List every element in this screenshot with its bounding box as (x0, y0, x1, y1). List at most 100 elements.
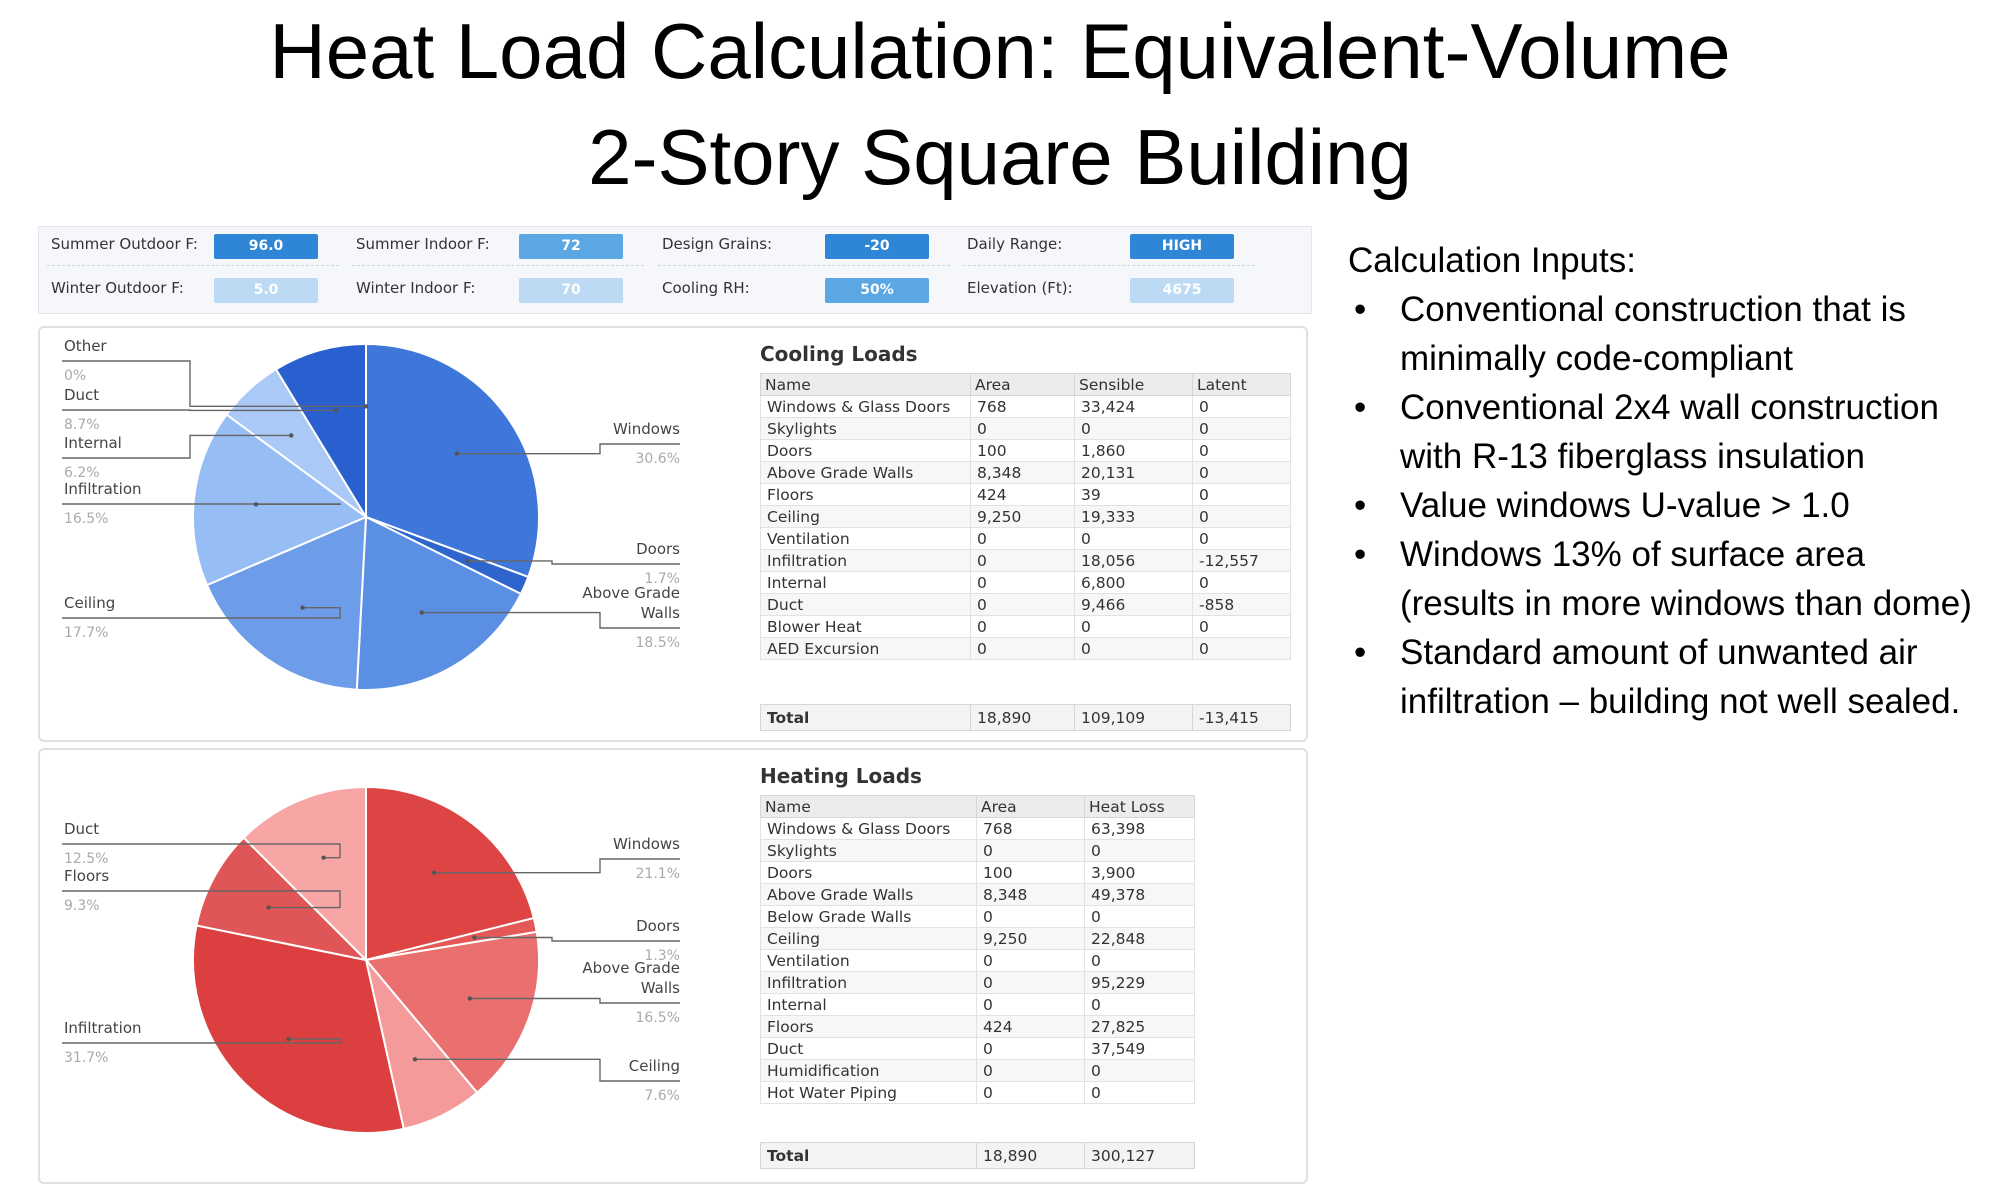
table-row: Internal 0 6,800 0 (760, 571, 1291, 594)
param-winter-indoor-f: Winter Indoor F: 70 (344, 273, 644, 309)
table-cell: Infiltration (760, 971, 977, 994)
table-cell: 0 (970, 549, 1075, 572)
param-value[interactable]: 4675 (1130, 278, 1234, 303)
pie-leader-line (62, 607, 341, 619)
table-row: Infiltration 0 95,229 (760, 971, 1195, 994)
param-value[interactable]: -20 (825, 234, 929, 259)
param-winter-outdoor-f: Winter Outdoor F: 5.0 (39, 273, 339, 309)
bullet-icon: • (1354, 290, 1367, 329)
table-cell: 0 (1192, 395, 1291, 418)
table-cell: 63,398 (1084, 817, 1195, 840)
table-cell: Internal (760, 571, 971, 594)
pie-label: Ceiling (629, 1057, 680, 1075)
table-cell: 18,056 (1074, 549, 1193, 572)
pie-leader-dot (412, 1057, 418, 1062)
table-row: Internal 0 0 (760, 993, 1195, 1016)
table-cell: Below Grade Walls (760, 905, 977, 928)
pie-slice-infiltration (192, 924, 405, 1134)
pie-leader-line (467, 560, 680, 565)
table-cell: 9,250 (976, 927, 1085, 950)
table-cell: Doors (760, 861, 977, 884)
column-header: Sensible (1074, 373, 1193, 396)
param-value[interactable]: 96.0 (214, 234, 318, 259)
param-value[interactable]: 50% (825, 278, 929, 303)
inputs-heading: Calculation Inputs: (1348, 241, 1636, 280)
cooling-loads-panel: Windows 30.6% Doors 1.7% Above Grade Walls 18.… (38, 326, 1308, 742)
pie-pct-label: 30.6% (636, 451, 680, 467)
pie-leader-dot (467, 996, 472, 1001)
pie-leader-line (62, 843, 341, 859)
table-cell: 27,825 (1084, 1015, 1195, 1038)
pie-leader-dot (300, 605, 305, 610)
table-row: Ceiling 9,250 22,848 (760, 927, 1195, 950)
table-cell: 0 (1084, 949, 1195, 972)
table-row: Doors 100 1,860 0 (760, 439, 1291, 462)
table-cell: Above Grade Walls (760, 461, 971, 484)
table-cell: Doors (760, 439, 971, 462)
table-cell: 8,348 (970, 461, 1075, 484)
table-cell: 0 (1074, 615, 1193, 638)
input-item-text: Conventional construction that is minima… (1400, 290, 1906, 378)
design-parameters-panel: Summer Outdoor F: 96.0 Summer Indoor F: 72 D… (38, 226, 1312, 314)
table-cell: 424 (976, 1015, 1085, 1038)
table-cell: 0 (1192, 527, 1291, 550)
table-cell: 20,131 (1074, 461, 1193, 484)
table-cell: Above Grade Walls (760, 883, 977, 906)
pie-label: Floors (64, 867, 109, 885)
input-item-text: Conventional 2x4 wall construction with … (1400, 388, 1939, 476)
table-row: Humidification 0 0 (760, 1059, 1195, 1082)
param-value[interactable]: 72 (519, 234, 623, 259)
table-cell: 1,860 (1074, 439, 1193, 462)
table-cell: 100 (976, 861, 1085, 884)
param-label: Summer Indoor F: (356, 235, 490, 253)
param-value[interactable]: 5.0 (214, 278, 318, 303)
pie-leader-dot (472, 935, 477, 940)
input-item: • Value windows U-value > 1.0 (1348, 481, 1988, 530)
pie-leader-dot (454, 451, 459, 456)
table-cell: 0 (1084, 905, 1195, 928)
pie-label: Above Grade (582, 959, 680, 977)
param-label: Daily Range: (967, 235, 1063, 253)
table-cell: 0 (1084, 1081, 1195, 1104)
table-cell: AED Excursion (760, 637, 971, 660)
table-cell: Skylights (760, 417, 971, 440)
table-row: Blower Heat 0 0 0 (760, 615, 1291, 638)
table-row: Duct 0 9,466 -858 (760, 593, 1291, 616)
table-row: AED Excursion 0 0 0 (760, 637, 1291, 660)
table-cell: 6,800 (1074, 571, 1193, 594)
pie-leader-dot (419, 610, 424, 615)
pie-leader-line (415, 1058, 680, 1082)
table-cell: 33,424 (1074, 395, 1193, 418)
param-value[interactable]: 70 (519, 278, 623, 303)
pie-pct-label: 17.7% (64, 625, 108, 641)
pie-leader-dot (465, 558, 470, 564)
table-cell: 19,333 (1074, 505, 1193, 528)
table-cell: 37,549 (1084, 1037, 1195, 1060)
input-item-text: Standard amount of unwanted air infiltra… (1400, 633, 1961, 721)
table-cell: 768 (976, 817, 1085, 840)
cooling-loads-table: Name Area Sensible Latent Windows & Glass D… (760, 373, 1291, 660)
pie-pct-label: 12.5% (64, 851, 108, 867)
table-cell: 424 (970, 483, 1075, 506)
table-cell: 0 (1084, 1059, 1195, 1082)
table-cell: 0 (976, 839, 1085, 862)
table-row: Ventilation 0 0 0 (760, 527, 1291, 550)
table-cell: Hot Water Piping (760, 1081, 977, 1104)
column-header: Name (760, 373, 971, 396)
table-cell: 0 (1074, 637, 1193, 660)
param-divider (47, 265, 339, 266)
pie-label: Other (64, 337, 107, 355)
cooling-total-table: Total 18,890 109,109 -13,415 (760, 704, 1291, 731)
table-row: Skylights 0 0 (760, 839, 1195, 862)
table-cell: 768 (970, 395, 1075, 418)
table-row: Below Grade Walls 0 0 (760, 905, 1195, 928)
table-cell: 0 (970, 615, 1075, 638)
param-label: Elevation (Ft): (967, 279, 1073, 297)
table-cell: 0 (970, 417, 1075, 440)
param-value[interactable]: HIGH (1130, 234, 1234, 259)
table-cell: 0 (1192, 571, 1291, 594)
table-row: Hot Water Piping 0 0 (760, 1081, 1195, 1104)
table-cell: Windows & Glass Doors (760, 395, 971, 418)
pie-slice-ceiling (205, 515, 368, 691)
table-cell: Skylights (760, 839, 977, 862)
